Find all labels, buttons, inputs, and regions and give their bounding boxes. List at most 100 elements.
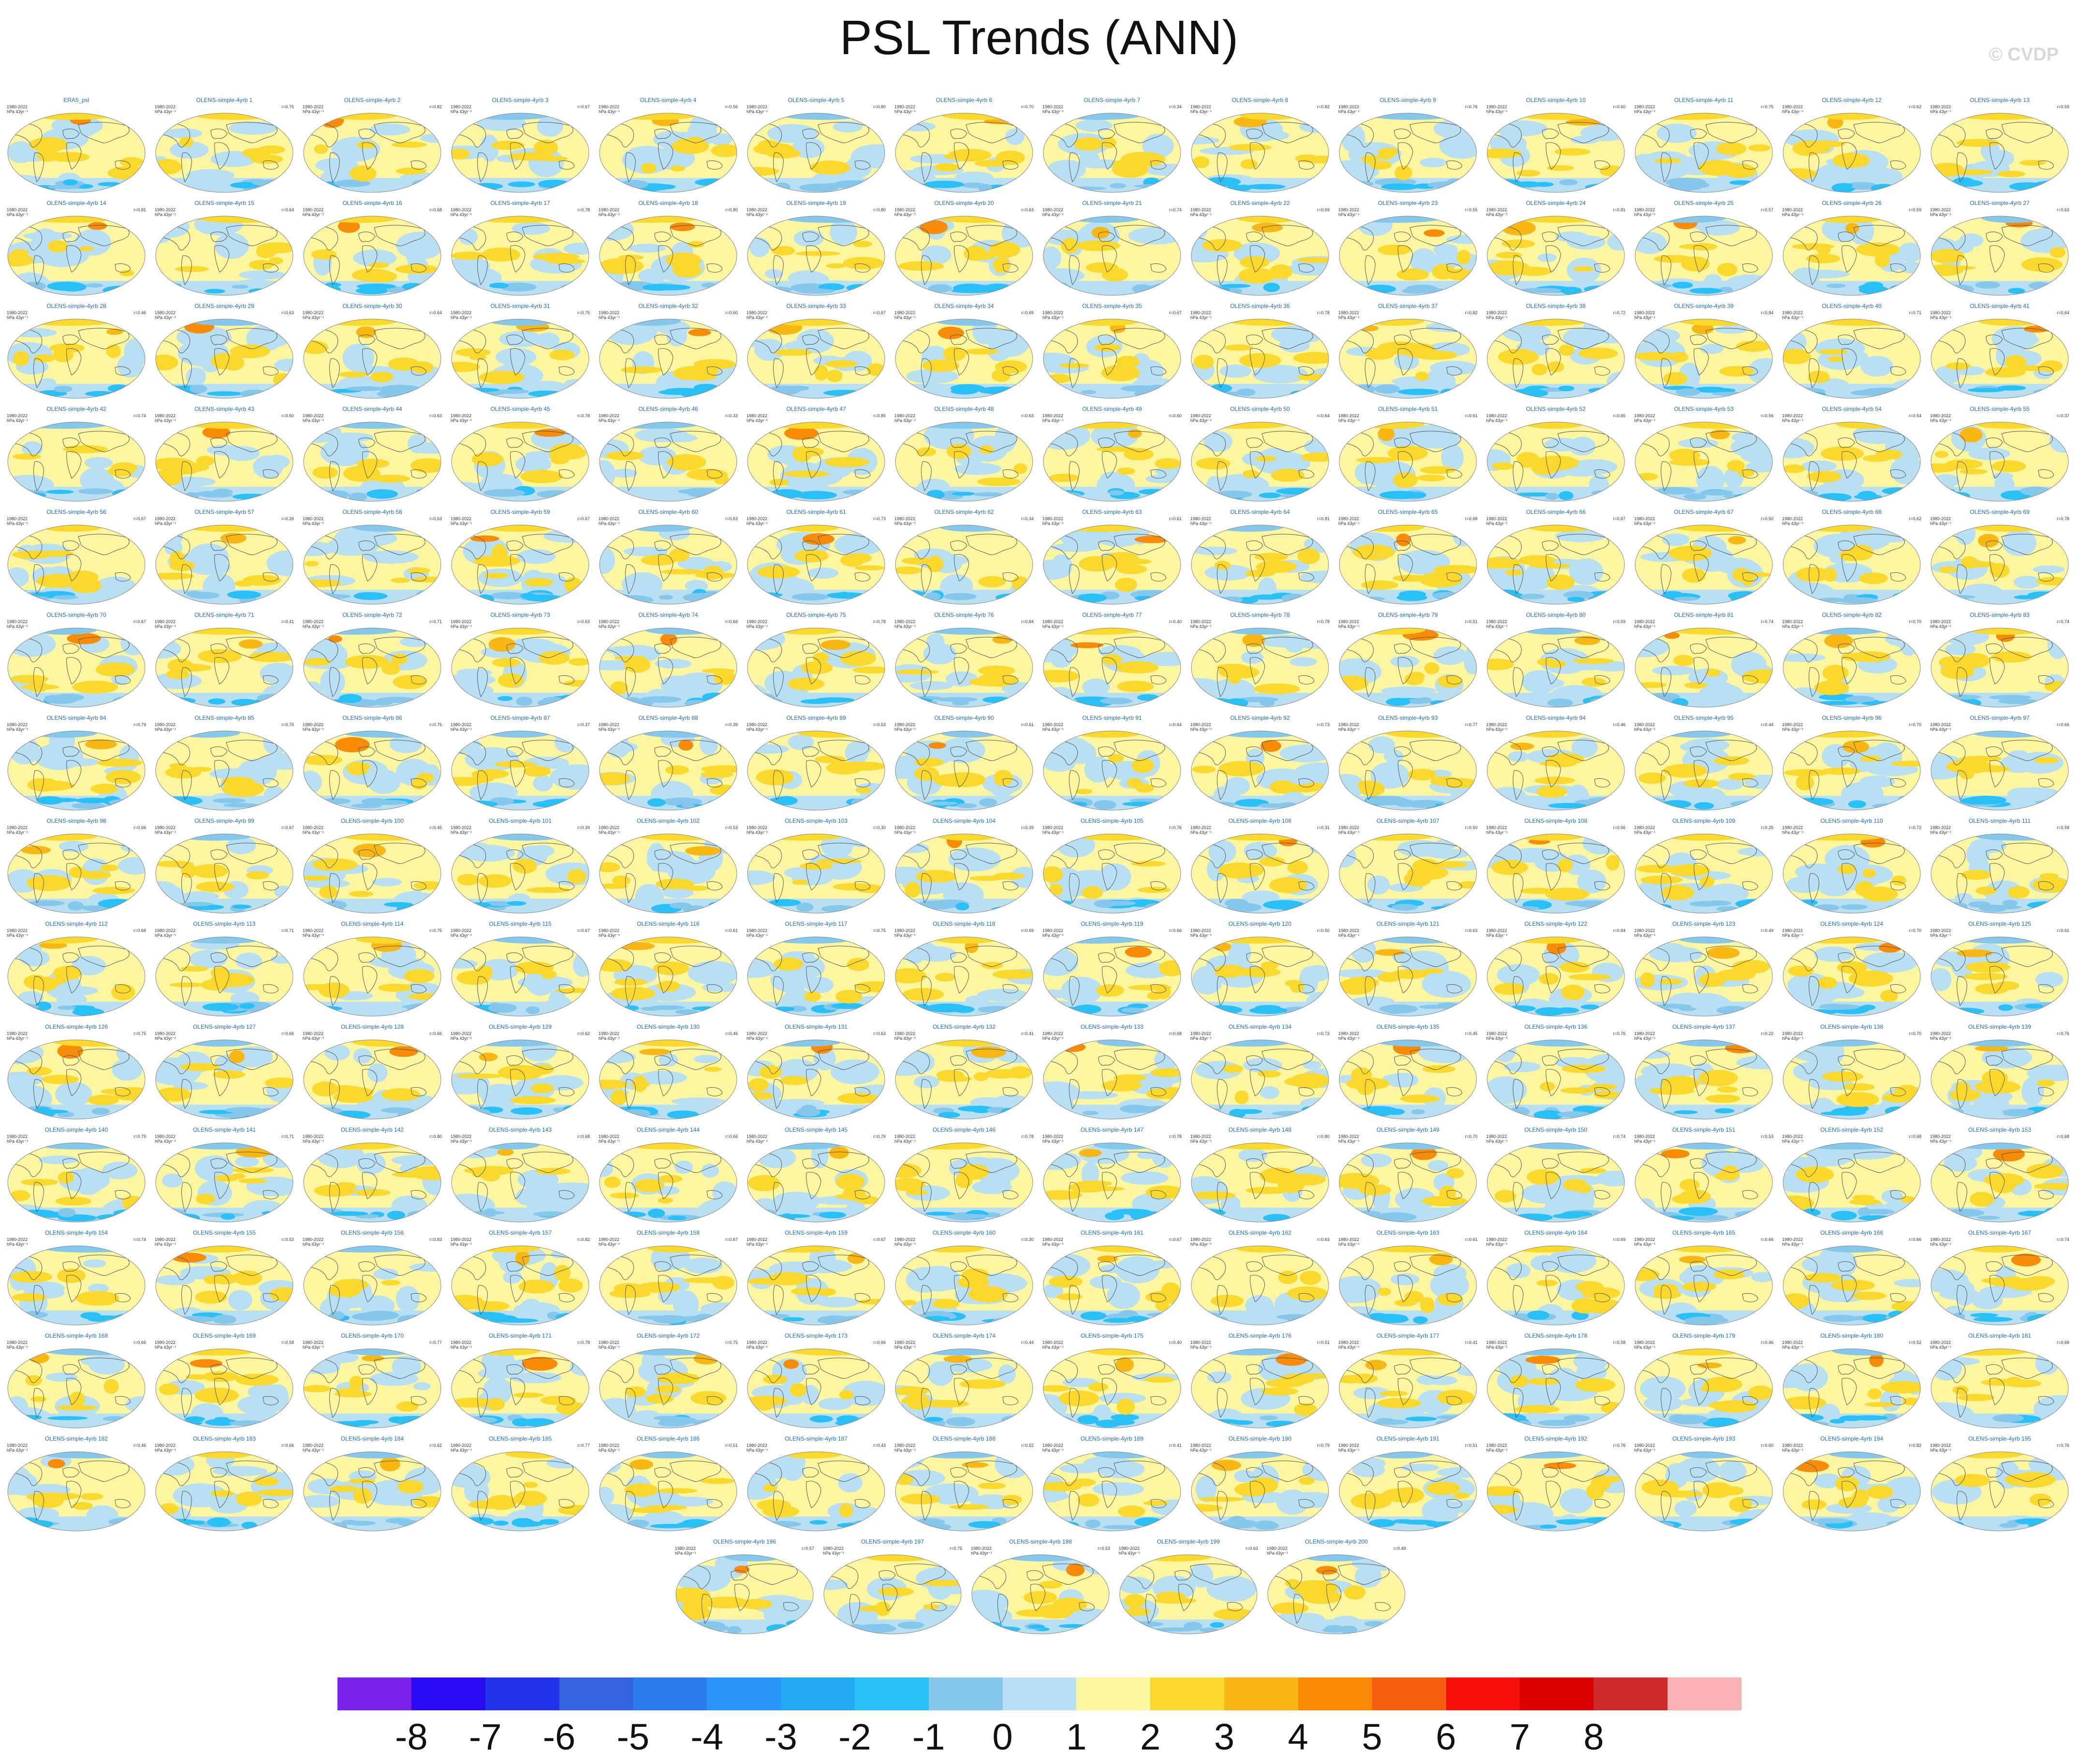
panel-title: OLENS-simple-4yrb 99 (194, 817, 254, 824)
trend-map (747, 1142, 885, 1223)
panel-correlation: r=0.46 (133, 310, 146, 315)
panel-title: OLENS-simple-4yrb 50 (1230, 406, 1290, 412)
panel-correlation: r=0.50 (1465, 825, 1478, 830)
trend-map (1487, 216, 1625, 296)
trend-map (303, 216, 441, 296)
panel-title: OLENS-simple-4yrb 72 (342, 612, 402, 618)
panel-title: OLENS-simple-4yrb 103 (784, 817, 848, 824)
panel-title: OLENS-simple-4yrb 137 (1672, 1023, 1736, 1030)
trend-map (895, 319, 1033, 399)
panel-title: OLENS-simple-4yrb 190 (1228, 1435, 1292, 1442)
map-panel: OLENS-simple-4yrb 93 1980-2022 hPa 43yr⁻¹… (1337, 714, 1478, 814)
panel-correlation: r=0.63 (429, 413, 442, 418)
panel-title: OLENS-simple-4yrb 51 (1378, 406, 1438, 412)
panel-period: 1980-2022 hPa 43yr⁻¹ (1338, 104, 1360, 114)
panel-correlation: r=0.30 (873, 825, 886, 830)
panel-period: 1980-2022 hPa 43yr⁻¹ (1930, 310, 1951, 320)
map-panel: OLENS-simple-4yrb 171 1980-2022 hPa 43yr⁻… (450, 1332, 591, 1431)
map-panel: OLENS-simple-4yrb 33 1980-2022 hPa 43yr⁻¹… (746, 303, 887, 402)
panel-period: 1980-2022 hPa 43yr⁻¹ (303, 310, 324, 320)
colorbar-swatch (559, 1677, 633, 1710)
panel-title: OLENS-simple-4yrb 184 (340, 1435, 404, 1442)
panel-period: 1980-2022 hPa 43yr⁻¹ (1634, 722, 1655, 732)
trend-map (1931, 216, 2069, 296)
trend-map (451, 216, 589, 296)
panel-title: OLENS-simple-4yrb 63 (1082, 509, 1142, 515)
trend-map (1339, 1039, 1477, 1120)
panel-correlation: r=0.60 (281, 413, 294, 418)
colorbar-swatch (1298, 1677, 1373, 1710)
map-panel: OLENS-simple-4yrb 49 1980-2022 hPa 43yr⁻¹… (1041, 406, 1183, 505)
map-panel: OLENS-simple-4yrb 154 1980-2022 hPa 43yr⁻… (6, 1229, 147, 1328)
panel-period: 1980-2022 hPa 43yr⁻¹ (7, 516, 28, 526)
panel-correlation: r=0.66 (281, 1443, 294, 1448)
trend-map (451, 113, 589, 193)
panel-title: OLENS-simple-4yrb 165 (1672, 1229, 1736, 1236)
panel-title: OLENS-simple-4yrb 13 (1970, 97, 2030, 103)
map-panel: OLENS-simple-4yrb 12 1980-2022 hPa 43yr⁻¹… (1781, 97, 1922, 196)
panel-correlation: r=0.80 (429, 1134, 442, 1139)
panel-correlation: r=0.62 (577, 1031, 590, 1036)
panel-correlation: r=0.45 (1465, 1031, 1478, 1036)
panel-period: 1980-2022 hPa 43yr⁻¹ (1338, 619, 1360, 629)
trend-map (1635, 422, 1773, 502)
panel-title: OLENS-simple-4yrb 7 (1083, 97, 1141, 103)
map-panel: OLENS-simple-4yrb 121 1980-2022 hPa 43yr⁻… (1337, 920, 1478, 1020)
panel-period: 1980-2022 hPa 43yr⁻¹ (1930, 104, 1951, 114)
panel-title: OLENS-simple-4yrb 166 (1820, 1229, 1884, 1236)
map-panel: OLENS-simple-4yrb 129 1980-2022 hPa 43yr⁻… (450, 1023, 591, 1123)
trend-map (303, 936, 441, 1017)
panel-period: 1980-2022 hPa 43yr⁻¹ (599, 104, 620, 114)
panel-period: 1980-2022 hPa 43yr⁻¹ (303, 825, 324, 835)
map-panel: OLENS-simple-4yrb 182 1980-2022 hPa 43yr⁻… (6, 1435, 147, 1534)
panel-title: OLENS-simple-4yrb 80 (1526, 612, 1586, 618)
panel-correlation: r=0.70 (1909, 928, 1921, 933)
panel-period: 1980-2022 hPa 43yr⁻¹ (1782, 1340, 1803, 1350)
panel-title: OLENS-simple-4yrb 88 (638, 714, 698, 721)
trend-map (1487, 1348, 1625, 1429)
panel-period: 1980-2022 hPa 43yr⁻¹ (746, 825, 768, 835)
trend-map (1783, 1039, 1921, 1120)
trend-map (1783, 422, 1921, 502)
panel-title: OLENS-simple-4yrb 52 (1526, 406, 1586, 412)
panel-title: OLENS-simple-4yrb 152 (1820, 1126, 1884, 1133)
map-panel: OLENS-simple-4yrb 2 1980-2022 hPa 43yr⁻¹ r… (302, 97, 443, 196)
map-panel: OLENS-simple-4yrb 70 1980-2022 hPa 43yr⁻¹… (6, 612, 147, 711)
panel-title: OLENS-simple-4yrb 49 (1082, 406, 1142, 412)
trend-map (1783, 833, 1921, 914)
panel-period: 1980-2022 hPa 43yr⁻¹ (746, 413, 768, 423)
panel-period: 1980-2022 hPa 43yr⁻¹ (1190, 1031, 1212, 1041)
trend-map (1043, 1451, 1181, 1531)
panel-correlation: r=0.73 (873, 516, 886, 521)
panel-title: OLENS-simple-4yrb 106 (1228, 817, 1292, 824)
panel-title: OLENS-simple-4yrb 109 (1672, 817, 1736, 824)
panel-period: 1980-2022 hPa 43yr⁻¹ (1338, 1340, 1360, 1350)
trend-map (303, 525, 441, 605)
trend-map (1487, 319, 1625, 399)
panel-period: 1980-2022 hPa 43yr⁻¹ (1634, 104, 1655, 114)
panel-period: 1980-2022 hPa 43yr⁻¹ (451, 1134, 472, 1144)
trend-map (895, 730, 1033, 811)
panel-correlation: r=0.66 (1909, 1237, 1921, 1242)
trend-map (1931, 936, 2069, 1017)
map-panel: OLENS-simple-4yrb 80 1980-2022 hPa 43yr⁻¹… (1485, 612, 1626, 711)
map-panel: OLENS-simple-4yrb 62 1980-2022 hPa 43yr⁻¹… (893, 509, 1035, 608)
panel-period: 1980-2022 hPa 43yr⁻¹ (1042, 1443, 1064, 1453)
trend-map (7, 1348, 146, 1429)
panel-period: 1980-2022 hPa 43yr⁻¹ (1042, 516, 1064, 526)
panel-title: OLENS-simple-4yrb 135 (1376, 1023, 1440, 1030)
trend-map (823, 1554, 962, 1634)
map-panel: OLENS-simple-4yrb 108 1980-2022 hPa 43yr⁻… (1485, 817, 1626, 917)
trend-map (451, 525, 589, 605)
map-panel: OLENS-simple-4yrb 97 1980-2022 hPa 43yr⁻¹… (1929, 714, 2070, 814)
trend-map (1783, 216, 1921, 296)
panel-period: 1980-2022 hPa 43yr⁻¹ (1782, 928, 1803, 938)
trend-map (895, 833, 1033, 914)
trend-map (599, 319, 737, 399)
panel-title: OLENS-simple-4yrb 53 (1674, 406, 1734, 412)
map-panel: OLENS-simple-4yrb 29 1980-2022 hPa 43yr⁻¹… (154, 303, 295, 402)
map-panel: OLENS-simple-4yrb 102 1980-2022 hPa 43yr⁻… (598, 817, 739, 917)
panel-period: 1980-2022 hPa 43yr⁻¹ (1338, 825, 1360, 835)
panel-period: 1980-2022 hPa 43yr⁻¹ (451, 1443, 472, 1453)
panel-title: OLENS-simple-4yrb 46 (638, 406, 698, 412)
